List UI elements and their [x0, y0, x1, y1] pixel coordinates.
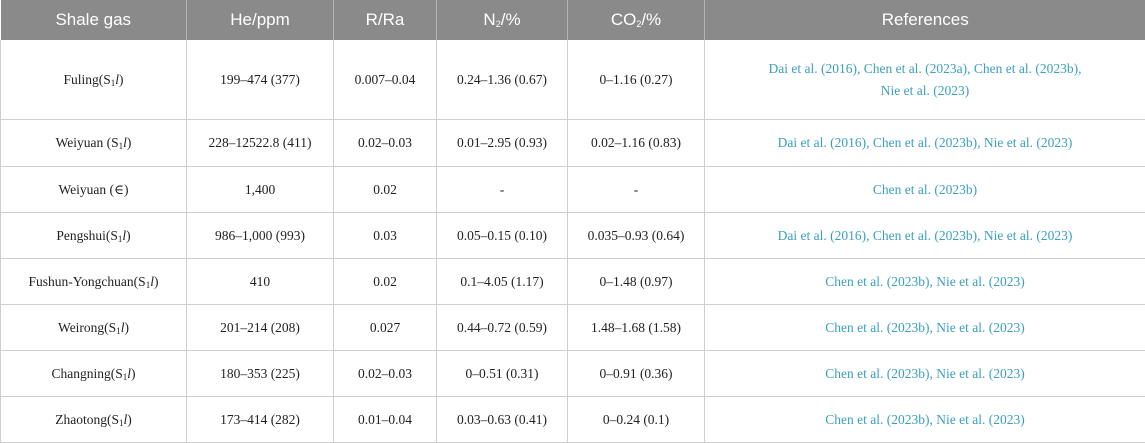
cell-references: Dai et al. (2016), Chen et al. (2023b), …: [705, 213, 1145, 259]
header-he: He/ppm: [187, 0, 334, 40]
header-references: References: [705, 0, 1145, 40]
table-row: Weirong(S1l) 201–214 (208) 0.027 0.44–0.…: [1, 305, 1145, 351]
cell-shale-gas: Changning(S1l): [1, 351, 187, 397]
cell-he: 199–474 (377): [187, 40, 334, 120]
table-row: Weiyuan (∈) 1,400 0.02 - - Chen et al. (…: [1, 167, 1145, 213]
header-n2: N2/%: [437, 0, 568, 40]
cell-references: Chen et al. (2023b), Nie et al. (2023): [705, 305, 1145, 351]
cell-r-ra: 0.007–0.04: [334, 40, 437, 120]
cell-he: 228–12522.8 (411): [187, 120, 334, 167]
cell-r-ra: 0.02: [334, 167, 437, 213]
cell-he: 180–353 (225): [187, 351, 334, 397]
header-shale-gas: Shale gas: [1, 0, 187, 40]
cell-n2: -: [437, 167, 568, 213]
cell-references: Chen et al. (2023b), Nie et al. (2023): [705, 259, 1145, 305]
cell-r-ra: 0.02: [334, 259, 437, 305]
cell-r-ra: 0.01–0.04: [334, 397, 437, 443]
cell-references: Chen et al. (2023b), Nie et al. (2023): [705, 351, 1145, 397]
cell-n2: 0.05–0.15 (0.10): [437, 213, 568, 259]
table-row: Weiyuan (S1l) 228–12522.8 (411) 0.02–0.0…: [1, 120, 1145, 167]
cell-n2: 0.24–1.36 (0.67): [437, 40, 568, 120]
cell-co2: 0.035–0.93 (0.64): [568, 213, 705, 259]
header-r-ra: R/Ra: [334, 0, 437, 40]
table-row: Zhaotong(S1l) 173–414 (282) 0.01–0.04 0.…: [1, 397, 1145, 443]
cell-shale-gas: Weiyuan (∈): [1, 167, 187, 213]
cell-shale-gas: Weirong(S1l): [1, 305, 187, 351]
header-co2: CO2/%: [568, 0, 705, 40]
cell-co2: -: [568, 167, 705, 213]
cell-n2: 0.03–0.63 (0.41): [437, 397, 568, 443]
cell-n2: 0.01–2.95 (0.93): [437, 120, 568, 167]
cell-shale-gas: Zhaotong(S1l): [1, 397, 187, 443]
cell-references: Dai et al. (2016), Chen et al. (2023b), …: [705, 120, 1145, 167]
table-row: Fushun-Yongchuan(S1l) 410 0.02 0.1–4.05 …: [1, 259, 1145, 305]
cell-co2: 0–1.48 (0.97): [568, 259, 705, 305]
cell-he: 201–214 (208): [187, 305, 334, 351]
cell-he: 986–1,000 (993): [187, 213, 334, 259]
cell-references: Chen et al. (2023b), Nie et al. (2023): [705, 397, 1145, 443]
cell-r-ra: 0.03: [334, 213, 437, 259]
cell-he: 410: [187, 259, 334, 305]
cell-n2: 0.1–4.05 (1.17): [437, 259, 568, 305]
cell-r-ra: 0.02–0.03: [334, 351, 437, 397]
cell-n2: 0.44–0.72 (0.59): [437, 305, 568, 351]
cell-references: Chen et al. (2023b): [705, 167, 1145, 213]
cell-he: 173–414 (282): [187, 397, 334, 443]
cell-co2: 0–1.16 (0.27): [568, 40, 705, 120]
cell-shale-gas: Weiyuan (S1l): [1, 120, 187, 167]
header-row: Shale gas He/ppm R/Ra N2/% CO2/% Referen…: [1, 0, 1145, 40]
cell-shale-gas: Pengshui(S1l): [1, 213, 187, 259]
cell-r-ra: 0.027: [334, 305, 437, 351]
table-row: Pengshui(S1l) 986–1,000 (993) 0.03 0.05–…: [1, 213, 1145, 259]
table-row: Changning(S1l) 180–353 (225) 0.02–0.03 0…: [1, 351, 1145, 397]
cell-n2: 0–0.51 (0.31): [437, 351, 568, 397]
cell-shale-gas: Fuling(S1l): [1, 40, 187, 120]
cell-co2: 0.02–1.16 (0.83): [568, 120, 705, 167]
cell-r-ra: 0.02–0.03: [334, 120, 437, 167]
cell-references: Dai et al. (2016), Chen et al. (2023a), …: [705, 40, 1145, 120]
cell-he: 1,400: [187, 167, 334, 213]
cell-co2: 0–0.24 (0.1): [568, 397, 705, 443]
table-row: Fuling(S1l) 199–474 (377) 0.007–0.04 0.2…: [1, 40, 1145, 120]
cell-co2: 0–0.91 (0.36): [568, 351, 705, 397]
cell-co2: 1.48–1.68 (1.58): [568, 305, 705, 351]
cell-shale-gas: Fushun-Yongchuan(S1l): [1, 259, 187, 305]
